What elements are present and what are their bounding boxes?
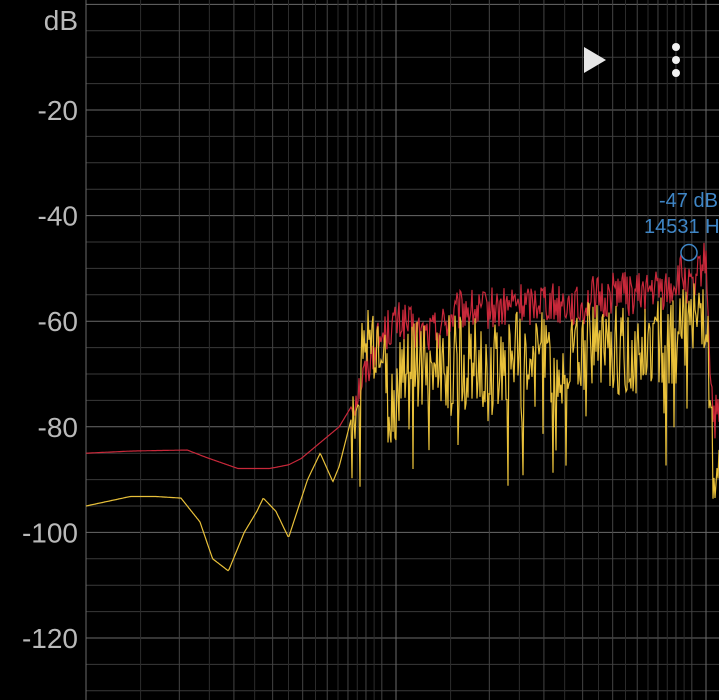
play-button[interactable]	[575, 40, 615, 80]
series-line-peak-hold	[86, 242, 719, 470]
y-tick-label: -20	[38, 95, 78, 126]
peak-db-label: -47 dB	[659, 190, 718, 212]
peak-hz-label: 14531 H	[644, 216, 719, 238]
play-icon	[584, 47, 606, 73]
y-axis-labels: dB -20 -40 -60 -80 -100 -120	[22, 5, 78, 654]
series-line-current	[85, 283, 719, 572]
y-tick-label: -40	[38, 201, 78, 232]
peak-circle	[680, 243, 698, 262]
more-options-button[interactable]	[656, 40, 696, 80]
y-axis-unit-label: dB	[44, 5, 78, 36]
series-lines	[85, 242, 719, 572]
y-tick-label: -60	[38, 306, 78, 337]
peak-marker: -47 dB 14531 H	[644, 190, 719, 262]
y-tick-label: -120	[22, 623, 78, 654]
y-tick-label: -80	[38, 412, 78, 443]
more-vertical-icon	[672, 43, 680, 77]
y-tick-label: -100	[22, 517, 78, 548]
